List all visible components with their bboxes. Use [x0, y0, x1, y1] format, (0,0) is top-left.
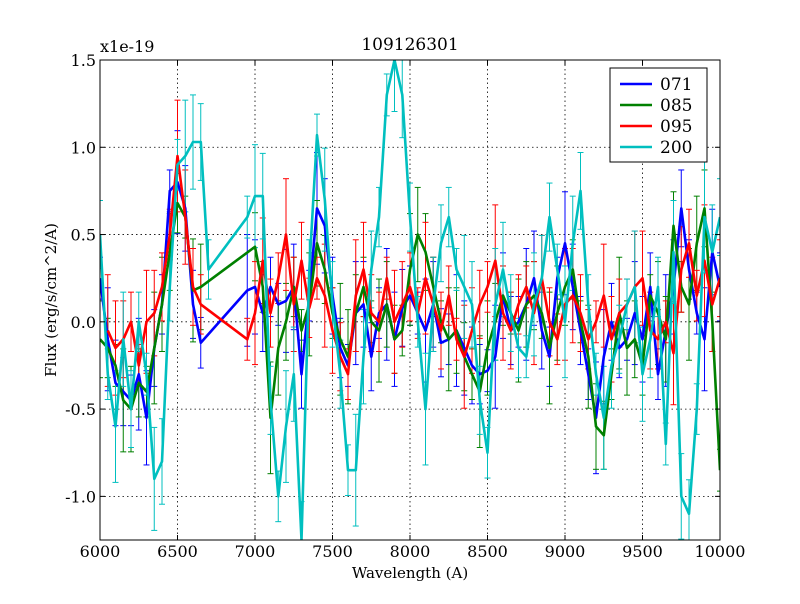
x-tick-label: 7000	[235, 542, 276, 561]
x-tick-label: 8000	[390, 542, 431, 561]
legend-label-071: 071	[660, 75, 692, 95]
x-axis-label: Wavelength (A)	[352, 564, 468, 582]
series-line-200	[100, 60, 720, 540]
x-tick-label: 7500	[312, 542, 353, 561]
x-tick-label: 8500	[467, 542, 508, 561]
x-tick-label: 9500	[622, 542, 663, 561]
series-line-071	[100, 180, 720, 420]
axis-ticks: 6000 6500 7000 7500 8000 8500 9000 9500 10000 -1.…	[65, 51, 745, 561]
legend-label-200: 200	[660, 138, 692, 158]
x-tick-label: 10000	[695, 542, 746, 561]
y-axis-label: Flux (erg/s/cm^2/A)	[42, 223, 60, 377]
x-tick-label: 6000	[80, 542, 121, 561]
x-tick-label: 9000	[545, 542, 586, 561]
legend-label-095: 095	[660, 117, 692, 137]
y-tick-label: 1.5	[71, 51, 96, 70]
y-tick-label: 1.0	[71, 138, 96, 157]
y-tick-label: 0.0	[71, 313, 96, 332]
x-tick-label: 6500	[157, 542, 198, 561]
y-offset-label: x1e-19	[100, 37, 154, 56]
series-line-085	[100, 201, 720, 471]
y-tick-label: -1.0	[65, 487, 96, 506]
y-tick-label: 0.5	[71, 226, 96, 245]
y-tick-label: -0.5	[65, 400, 96, 419]
legend-label-085: 085	[660, 96, 692, 116]
series-lines	[100, 60, 720, 540]
chart-title: 109126301	[361, 35, 458, 55]
